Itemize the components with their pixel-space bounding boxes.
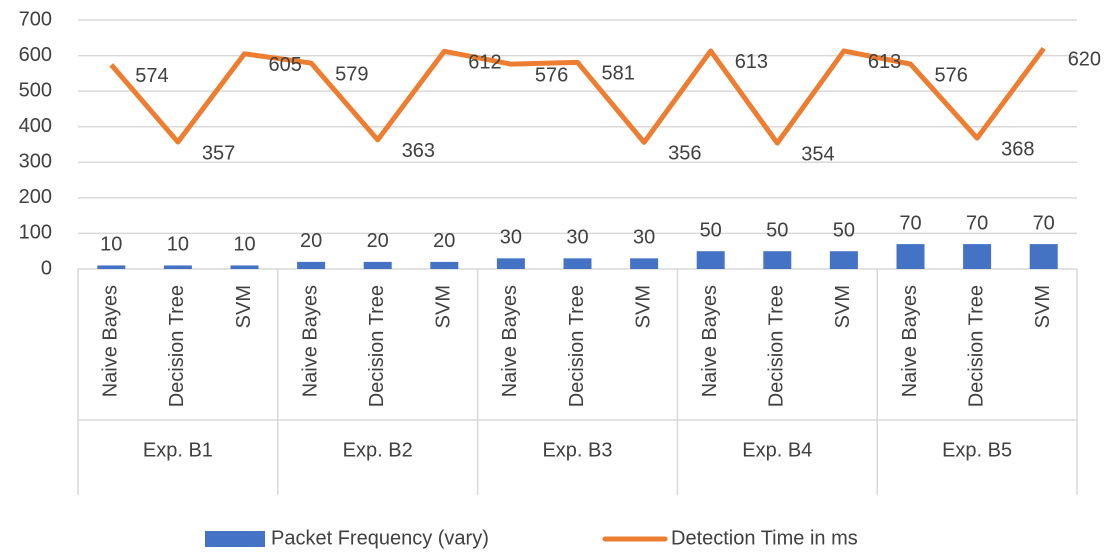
bar-value-label: 30: [500, 227, 522, 249]
line-value-label: 605: [269, 54, 302, 76]
legend-label: Packet Frequency (vary): [271, 527, 489, 549]
bar-value-label: 50: [766, 219, 788, 241]
bar: [163, 265, 192, 269]
y-tick-label: 200: [19, 186, 52, 208]
bar-value-label: 20: [300, 230, 322, 252]
bar: [696, 251, 725, 269]
x-tick-label: Decision Tree: [166, 285, 188, 407]
x-tick-label: Naive Bayes: [499, 285, 521, 397]
bar-value-label: 20: [433, 230, 455, 252]
y-tick-label: 400: [19, 115, 52, 137]
line-value-label: 574: [135, 65, 168, 87]
bar: [97, 265, 126, 269]
x-tick-label: Decision Tree: [566, 285, 588, 407]
line-value-label: 363: [402, 140, 435, 162]
bar-value-label: 70: [899, 212, 921, 234]
legend-label: Detection Time in ms: [671, 527, 858, 549]
bar-value-label: 20: [367, 230, 389, 252]
bar: [230, 265, 259, 269]
x-tick-label: SVM: [1032, 285, 1054, 328]
line: [109, 46, 1046, 146]
x-tick-label: Naive Bayes: [699, 285, 721, 397]
bar: [1029, 244, 1058, 269]
bar-value-label: 50: [700, 219, 722, 241]
line-value-label: 354: [801, 143, 834, 165]
y-tick-label: 500: [19, 79, 52, 101]
bar-value-label: 10: [100, 234, 122, 256]
group-label: Exp. B1: [143, 439, 213, 461]
bar-value-label: 70: [1033, 212, 1055, 234]
line-value-label: 581: [602, 63, 635, 85]
line-value-label: 357: [202, 142, 235, 164]
bar: [630, 258, 659, 269]
bar-value-label: 50: [833, 219, 855, 241]
group-label: Exp. B5: [942, 439, 1012, 461]
x-tick-label: Decision Tree: [965, 285, 987, 407]
x-tick-label: Decision Tree: [766, 285, 788, 407]
y-tick-label: 100: [19, 222, 52, 244]
line-value-label: 356: [668, 143, 701, 165]
x-tick-label: Naive Bayes: [899, 285, 921, 397]
bar-value-label: 30: [566, 227, 588, 249]
x-tick-label: SVM: [632, 285, 654, 328]
group-label: Exp. B3: [542, 439, 612, 461]
line-value-label: 368: [1001, 138, 1034, 160]
bar: [363, 261, 392, 269]
line-value-label: 613: [735, 51, 768, 73]
y-tick-label: 600: [19, 44, 52, 66]
line-value-label: 613: [868, 51, 901, 73]
bar-value-label: 10: [167, 234, 189, 256]
y-tick-label: 0: [41, 257, 52, 279]
y-tick-label: 300: [19, 151, 52, 173]
x-tick-label: SVM: [433, 285, 455, 328]
bar: [563, 258, 592, 269]
x-tick-label: Decision Tree: [366, 285, 388, 407]
group-label: Exp. B4: [742, 439, 812, 461]
bar: [430, 261, 459, 269]
bar: [496, 258, 525, 269]
bar-value-label: 30: [633, 227, 655, 249]
bar: [829, 251, 858, 269]
line-value-label: 620: [1068, 49, 1101, 71]
legend-swatch: [205, 531, 265, 547]
line-value-label: 576: [935, 64, 968, 86]
bar: [963, 244, 992, 269]
bar: [763, 251, 792, 269]
bar-value-label: 70: [966, 212, 988, 234]
x-tick-label: SVM: [832, 285, 854, 328]
x-tick-label: Naive Bayes: [100, 285, 122, 397]
line-value-label: 612: [468, 52, 501, 74]
x-tick-label: SVM: [233, 285, 255, 328]
bar: [297, 261, 326, 269]
y-tick-label: 700: [19, 8, 52, 30]
group-label: Exp. B2: [343, 439, 413, 461]
x-tick-label: Naive Bayes: [299, 285, 321, 397]
bar: [896, 244, 925, 269]
line-value-label: 579: [335, 63, 368, 85]
bar-value-label: 10: [233, 234, 255, 256]
line-value-label: 576: [535, 64, 568, 86]
